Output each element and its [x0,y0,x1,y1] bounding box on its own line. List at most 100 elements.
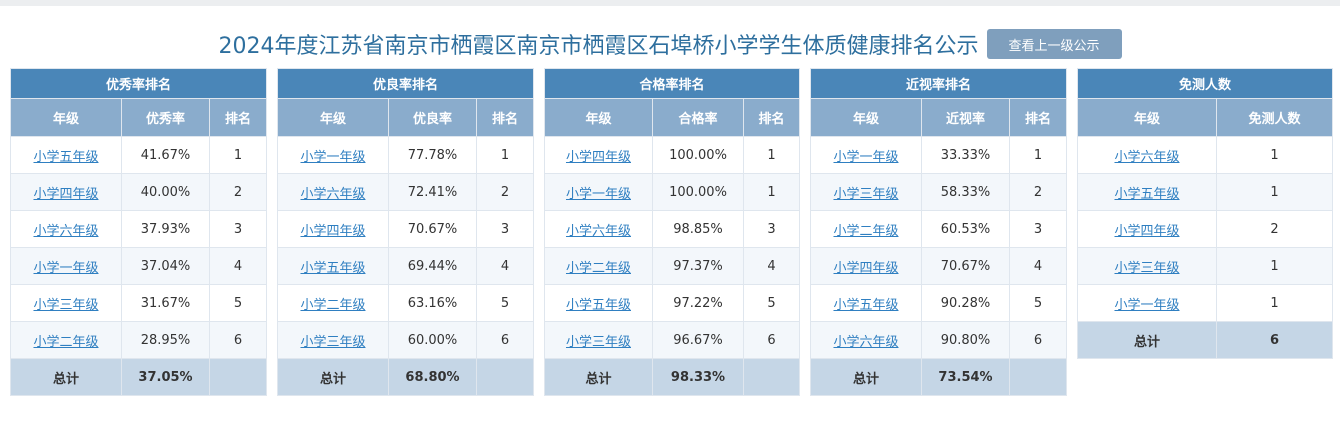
grade-link[interactable]: 小学二年级 [300,297,366,313]
grade-link[interactable]: 小学一年级 [565,186,631,202]
page-header: 2024年度江苏省南京市栖霞区南京市栖霞区石埠桥小学学生体质健康排名公示 查看上… [0,24,1340,64]
total-row: 总计 73.54% [810,358,1068,396]
grade-link[interactable]: 小学一年级 [1114,297,1180,313]
table-row: 小学三年级 58.33% 2 [810,173,1068,211]
grade-link[interactable]: 小学二年级 [565,260,631,276]
rate-cell: 100.00% [652,173,744,211]
grade-link[interactable]: 小学一年级 [300,149,366,165]
grade-link[interactable]: 小学三年级 [1114,260,1180,276]
rank-cell: 6 [1008,321,1068,359]
grade-link[interactable]: 小学二年级 [33,334,99,350]
table-row: 小学三年级 96.67% 6 [544,321,801,359]
grade-link[interactable]: 小学五年级 [1114,186,1180,202]
table-row: 小学六年级 37.93% 3 [10,210,268,248]
rate-cell: 97.22% [652,284,744,322]
column-header-value: 优良率 [388,98,477,137]
rate-cell: 96.67% [652,321,744,359]
table-row: 小学一年级 77.78% 1 [277,136,535,174]
total-row: 总计 37.05% [10,358,268,396]
total-value: 98.33% [652,358,744,396]
table-row: 小学一年级 37.04% 4 [10,247,268,285]
grade-link[interactable]: 小学六年级 [833,334,899,350]
grade-link[interactable]: 小学六年级 [1114,149,1180,165]
column-header-rank: 排名 [475,98,535,137]
view-parent-announcement-button[interactable]: 查看上一级公示 [986,29,1122,59]
grade-link[interactable]: 小学五年级 [833,297,899,313]
column-header-value: 合格率 [652,98,744,137]
grade-link[interactable]: 小学五年级 [565,297,631,313]
rank-cell: 6 [742,321,801,359]
rate-cell: 28.95% [121,321,210,359]
table-row: 小学五年级 41.67% 1 [10,136,268,174]
rank-cell: 2 [208,173,268,211]
rate-cell: 90.28% [921,284,1010,322]
rank-cell: 1 [475,136,535,174]
table-caption: 近视率排名 [809,68,1068,99]
rate-cell: 37.04% [121,247,210,285]
column-header-rank: 排名 [1008,98,1068,137]
excellent-rate-table: 优秀率排名 年级 优秀率 排名 小学五年级 41.67% 1 小学四年级 40.00%… [9,68,268,396]
grade-link[interactable]: 小学四年级 [300,223,366,239]
rank-cell: 2 [1008,173,1068,211]
total-row: 总计 68.80% [277,358,535,396]
table-row: 小学五年级 97.22% 5 [544,284,801,322]
grade-link[interactable]: 小学一年级 [33,260,99,276]
rate-cell: 72.41% [388,173,477,211]
table-row: 小学一年级 1 [1077,284,1334,322]
rank-cell: 4 [1008,247,1068,285]
grade-link[interactable]: 小学三年级 [33,297,99,313]
grade-link[interactable]: 小学五年级 [33,149,99,165]
rank-cell: 1 [742,136,801,174]
table-caption: 免测人数 [1076,68,1334,99]
rate-cell: 37.93% [121,210,210,248]
rate-cell: 41.67% [121,136,210,174]
grade-link[interactable]: 小学二年级 [833,223,899,239]
rank-cell: 4 [475,247,535,285]
grade-link[interactable]: 小学六年级 [33,223,99,239]
table-row: 小学五年级 90.28% 5 [810,284,1068,322]
grade-link[interactable]: 小学三年级 [565,334,631,350]
rate-cell: 77.78% [388,136,477,174]
rate-cell: 31.67% [121,284,210,322]
rank-cell: 5 [1008,284,1068,322]
table-row: 小学四年级 70.67% 3 [277,210,535,248]
table-row: 小学六年级 98.85% 3 [544,210,801,248]
pass-rate-table: 合格率排名 年级 合格率 排名 小学四年级 100.00% 1 小学一年级 100.0… [543,68,801,396]
grade-link[interactable]: 小学一年级 [833,149,899,165]
grade-link[interactable]: 小学六年级 [300,186,366,202]
rate-cell: 69.44% [388,247,477,285]
total-row: 总计 6 [1077,321,1334,359]
grade-link[interactable]: 小学四年级 [565,149,631,165]
grade-link[interactable]: 小学四年级 [833,260,899,276]
rank-cell: 1 [1008,136,1068,174]
total-value: 73.54% [921,358,1010,396]
count-cell: 1 [1215,136,1334,174]
table-row: 小学二年级 60.53% 3 [810,210,1068,248]
table-caption: 合格率排名 [543,68,801,99]
grade-link[interactable]: 小学三年级 [833,186,899,202]
table-row: 小学二年级 63.16% 5 [277,284,535,322]
rank-cell: 5 [475,284,535,322]
total-label: 总计 [544,358,653,396]
grade-link[interactable]: 小学三年级 [300,334,366,350]
total-value: 37.05% [121,358,210,396]
rank-cell: 1 [742,173,801,211]
column-header-grade: 年级 [1077,98,1217,137]
column-header-rank: 排名 [742,98,801,137]
table-row: 小学二年级 97.37% 4 [544,247,801,285]
table-row: 小学二年级 28.95% 6 [10,321,268,359]
grade-link[interactable]: 小学六年级 [565,223,631,239]
grade-link[interactable]: 小学五年级 [300,260,366,276]
column-header-grade: 年级 [810,98,922,137]
grade-link[interactable]: 小学四年级 [33,186,99,202]
total-label: 总计 [810,358,922,396]
total-label: 总计 [10,358,122,396]
table-row: 小学四年级 70.67% 4 [810,247,1068,285]
grade-link[interactable]: 小学四年级 [1114,223,1180,239]
table-row: 小学六年级 1 [1077,136,1334,174]
column-header-value: 近视率 [921,98,1010,137]
rate-cell: 60.53% [921,210,1010,248]
total-row: 总计 98.33% [544,358,801,396]
table-row: 小学六年级 72.41% 2 [277,173,535,211]
good-rate-table: 优良率排名 年级 优良率 排名 小学一年级 77.78% 1 小学六年级 72.41%… [276,68,535,396]
